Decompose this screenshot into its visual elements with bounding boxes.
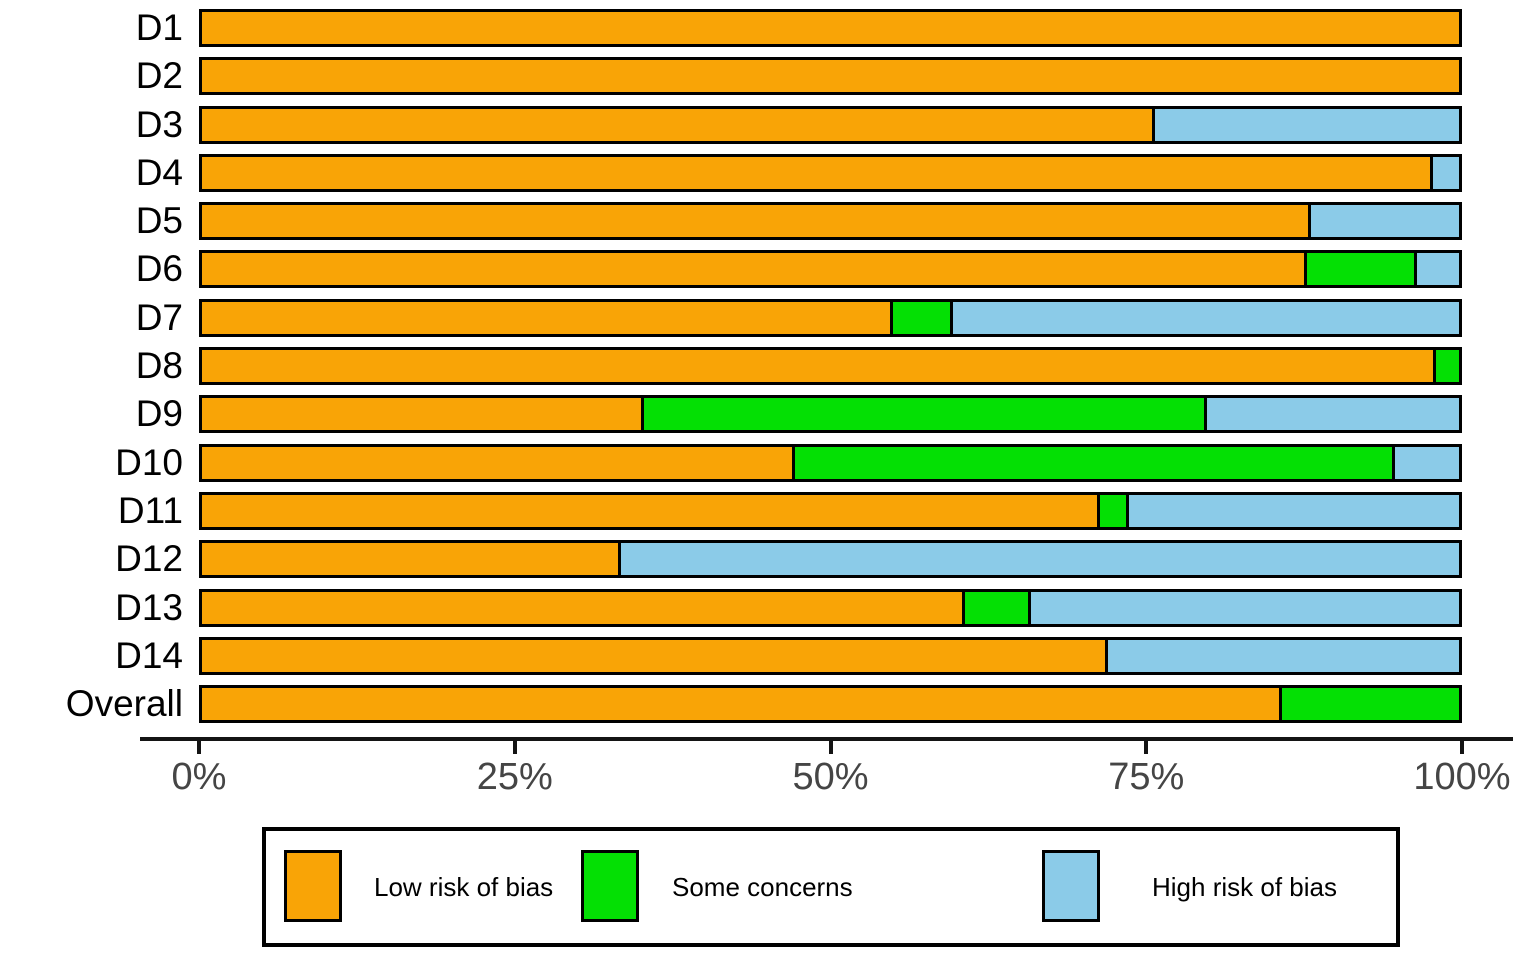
stacked-bar-d2 (199, 57, 1462, 96)
bar-segment-high-risk-of-bias (1027, 591, 1459, 624)
stacked-bar-overall (199, 685, 1462, 724)
bar-row-d10: D10 (0, 441, 1535, 492)
legend-label-high-risk: High risk of bias (1152, 871, 1337, 902)
bar-segment-low-risk-of-bias (202, 688, 1280, 721)
category-label-d1: D1 (135, 7, 183, 48)
bar-row-d9: D9 (0, 395, 1535, 443)
bar-segment-high-risk-of-bias (1392, 446, 1459, 479)
bar-row-d1: D1 (0, 9, 1535, 57)
bar-segment-some-concerns (640, 398, 1204, 431)
bar-segment-low-risk-of-bias (202, 591, 963, 624)
bar-segment-high-risk-of-bias (1203, 398, 1459, 431)
bar-segment-low-risk-of-bias (202, 639, 1105, 672)
bar-segment-high-risk-of-bias (618, 543, 1459, 576)
category-label-d13: D13 (115, 586, 183, 628)
legend: Low risk of bias Some concerns High risk… (262, 827, 1400, 947)
x-tick-mark-75- (1144, 741, 1149, 754)
bar-plot-area: D1 D2 D3 D4 D5 D6 D7 D8 D9 D10 D11 D12 D13 D14 Overall (0, 9, 1535, 733)
legend-label-some-concerns: Some concerns (672, 871, 853, 902)
stacked-bar-d13 (199, 588, 1462, 627)
legend-swatch-low-risk (284, 850, 342, 922)
bar-segment-low-risk-of-bias (202, 253, 1305, 286)
bar-segment-low-risk-of-bias (202, 494, 1097, 527)
bar-segment-high-risk-of-bias (1104, 639, 1459, 672)
bar-row-d3: D3 (0, 103, 1535, 154)
bar-segment-some-concerns (1279, 688, 1459, 721)
stacked-bar-d9 (199, 395, 1462, 434)
x-tick-label-75-: 75% (1108, 756, 1185, 798)
category-label-d6: D6 (135, 248, 183, 290)
bar-row-d8: D8 (0, 347, 1535, 395)
x-tick-mark-100- (1460, 741, 1464, 754)
category-label-d5: D5 (135, 200, 183, 242)
x-tick-label-50-: 50% (792, 756, 869, 798)
legend-label-low-risk: Low risk of bias (374, 871, 554, 902)
legend-swatch-high-risk (1042, 850, 1100, 922)
category-label-d9: D9 (135, 393, 183, 435)
bar-segment-low-risk-of-bias (202, 60, 1459, 93)
category-label-d11: D11 (117, 489, 183, 531)
category-label-d10: D10 (115, 441, 183, 483)
stacked-bar-d8 (199, 347, 1462, 386)
category-label-d2: D2 (135, 55, 183, 97)
bar-row-d12: D12 (0, 540, 1535, 588)
category-label-d4: D4 (135, 151, 183, 193)
bar-segment-some-concerns (1096, 494, 1126, 527)
stacked-bar-d5 (199, 202, 1462, 241)
bar-row-d7: D7 (0, 296, 1535, 347)
legend-swatch-some-concerns (581, 850, 639, 922)
bar-segment-some-concerns (889, 301, 950, 334)
stacked-bar-d7 (199, 298, 1462, 337)
bar-segment-some-concerns (962, 591, 1028, 624)
bar-row-d13: D13 (0, 586, 1535, 637)
bar-segment-low-risk-of-bias (202, 350, 1433, 383)
bar-segment-some-concerns (1304, 253, 1414, 286)
bar-segment-low-risk-of-bias (202, 156, 1431, 189)
bar-row-overall: Overall (0, 685, 1535, 733)
x-tick-mark-0- (197, 741, 201, 754)
bar-segment-high-risk-of-bias (949, 301, 1459, 334)
bar-segment-high-risk-of-bias (1308, 205, 1459, 238)
bar-segment-low-risk-of-bias (202, 446, 792, 479)
category-label-d7: D7 (135, 296, 183, 338)
bar-segment-high-risk-of-bias (1152, 108, 1459, 141)
bar-segment-low-risk-of-bias (202, 12, 1459, 44)
stacked-bar-d3 (199, 105, 1462, 144)
stacked-bar-d4 (199, 153, 1462, 192)
bar-segment-high-risk-of-bias (1125, 494, 1459, 527)
x-tick-mark-25- (512, 741, 517, 754)
bar-segment-low-risk-of-bias (202, 301, 890, 334)
stacked-bar-d12 (199, 540, 1462, 579)
bar-segment-some-concerns (1432, 350, 1459, 383)
bar-row-d11: D11 (0, 489, 1535, 540)
bar-row-d5: D5 (0, 202, 1535, 250)
bar-segment-some-concerns (791, 446, 1393, 479)
bar-row-d4: D4 (0, 151, 1535, 202)
category-label-d8: D8 (135, 345, 183, 387)
bar-segment-low-risk-of-bias (202, 543, 619, 576)
x-tick-mark-50- (828, 741, 833, 754)
x-axis-line (140, 737, 1513, 741)
bar-segment-low-risk-of-bias (202, 205, 1309, 238)
x-tick-label-100-: 100% (1413, 756, 1511, 798)
category-label-d14: D14 (115, 634, 183, 676)
stacked-bar-d6 (199, 250, 1462, 289)
category-label-d12: D12 (115, 538, 183, 580)
bar-segment-low-risk-of-bias (202, 108, 1153, 141)
bar-segment-high-risk-of-bias (1430, 156, 1459, 189)
x-tick-label-25-: 25% (476, 756, 553, 798)
category-label-overall: Overall (65, 683, 183, 725)
bar-row-d2: D2 (0, 57, 1535, 105)
stacked-bar-d10 (199, 443, 1462, 482)
bar-row-d6: D6 (0, 250, 1535, 298)
category-label-d3: D3 (135, 103, 183, 145)
x-tick-label-0-: 0% (171, 756, 227, 798)
stacked-bar-d11 (199, 491, 1462, 530)
stacked-bar-d1 (199, 9, 1462, 47)
stacked-bar-d14 (199, 636, 1462, 675)
bar-segment-high-risk-of-bias (1413, 253, 1459, 286)
bar-row-d14: D14 (0, 634, 1535, 685)
bar-segment-low-risk-of-bias (202, 398, 641, 431)
